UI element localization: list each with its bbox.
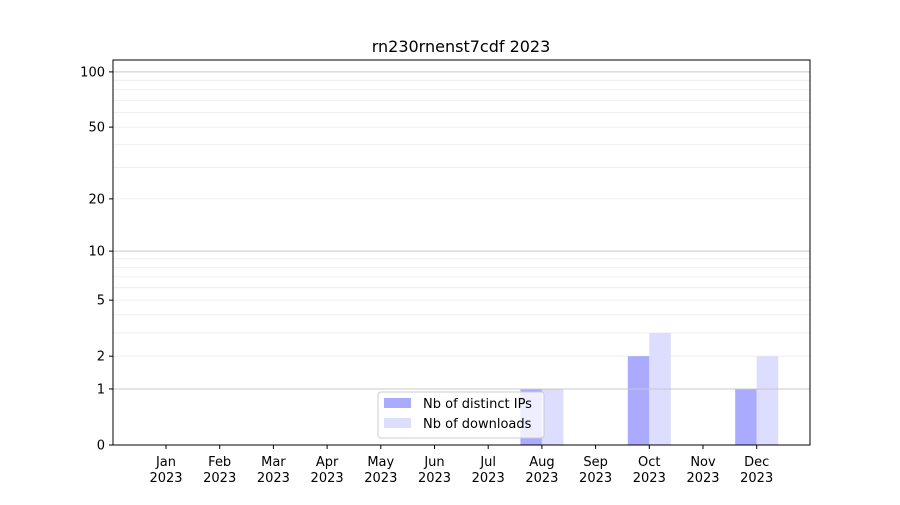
chart-title: rn230rnenst7cdf 2023 <box>372 37 551 56</box>
axes-frame <box>112 59 811 446</box>
x-tick-label: Jun <box>423 455 444 470</box>
x-tick-label: Feb <box>208 455 231 470</box>
x-tick-label: 2023 <box>633 471 666 486</box>
bar-downloads <box>541 388 564 445</box>
x-tick-label: 2023 <box>418 471 451 486</box>
x-tick-label: 2023 <box>472 471 505 486</box>
y-tick-label: 1 <box>97 382 105 397</box>
legend-swatch <box>384 398 411 408</box>
x-tick-label: Nov <box>690 455 716 470</box>
y-tick-label: 2 <box>97 350 105 365</box>
x-tick-label: Mar <box>261 455 286 470</box>
y-tick-label: 50 <box>88 121 105 136</box>
x-tick-label: Jan <box>155 455 176 470</box>
legend-label: Nb of downloads <box>423 417 532 432</box>
y-tick-label: 10 <box>88 245 105 260</box>
x-tick-label: 2023 <box>740 471 773 486</box>
x-tick-label: 2023 <box>203 471 236 486</box>
x-tick-label: 2023 <box>149 471 182 486</box>
x-tick-label: Dec <box>744 455 769 470</box>
legend-swatch <box>384 418 411 428</box>
x-tick-label: 2023 <box>364 471 397 486</box>
bar-ips <box>627 356 650 445</box>
x-tick-label: 2023 <box>257 471 290 486</box>
x-tick-label: Apr <box>316 455 339 470</box>
bar-downloads <box>756 356 779 445</box>
x-tick-label: May <box>367 455 394 470</box>
x-tick-label: 2023 <box>311 471 344 486</box>
y-tick-label: 0 <box>97 439 105 454</box>
x-tick-label: Oct <box>638 455 660 470</box>
x-tick-label: Aug <box>529 455 554 470</box>
x-tick-label: 2023 <box>525 471 558 486</box>
bar-ips <box>735 388 757 445</box>
x-tick-label: 2023 <box>686 471 719 486</box>
legend-label: Nb of distinct IPs <box>423 397 532 412</box>
y-tick-label: 100 <box>80 65 105 80</box>
x-tick-label: Sep <box>583 455 608 470</box>
legend-box <box>377 391 545 439</box>
y-tick-label: 20 <box>88 192 105 207</box>
x-tick-label: Jul <box>479 455 496 470</box>
y-tick-label: 5 <box>97 294 105 309</box>
x-tick-label: 2023 <box>579 471 612 486</box>
